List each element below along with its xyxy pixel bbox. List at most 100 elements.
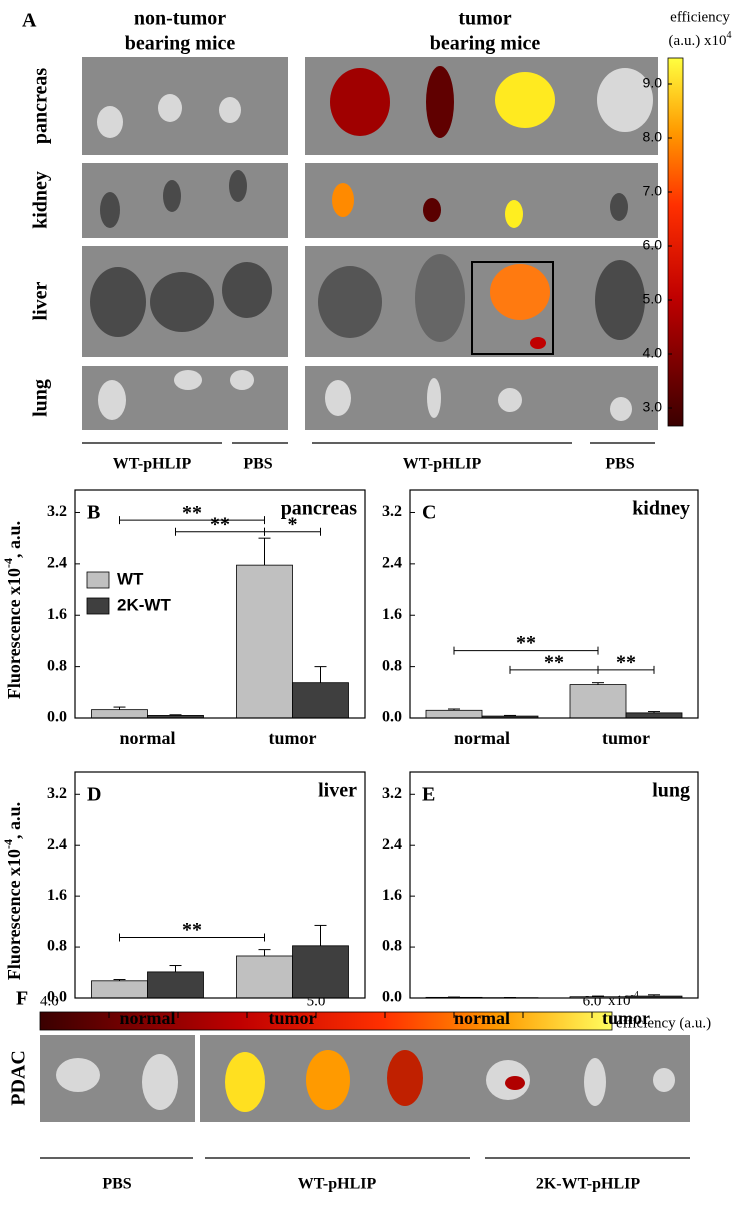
legend-label: 2K-WT (117, 595, 171, 614)
colorbar-title: efficiency (a.u.) (616, 1015, 711, 1031)
bar (236, 955, 293, 999)
panel-label: B (87, 502, 100, 524)
y-tick-label: 3.2 (382, 503, 402, 520)
group-label: PBS (243, 456, 272, 473)
y-tick-label: 2.4 (382, 555, 402, 572)
bar-chart: 0.0 0.8 1.6 2.4 3.2 normal tumor E lung (382, 771, 699, 1028)
y-tick-label: 3.2 (47, 503, 67, 520)
bar-chart: 0.0 0.8 1.6 2.4 3.2 normal tumor D liver Fluoresc… (1, 771, 366, 1028)
bar-chart: 0.0 0.8 1.6 2.4 3.2 normal tumor B pancreas Fluor… (1, 489, 366, 748)
y-tick-label: 2.4 (47, 836, 67, 853)
group-label: WT-pHLIP (403, 456, 482, 473)
y-tick-label: 0.0 (382, 709, 402, 726)
colorbar-exponent: 4 (726, 30, 731, 41)
panel-label: F (16, 988, 28, 1010)
bar (292, 682, 349, 719)
colorbar-title: efficiency (670, 9, 730, 25)
heading: bearing mice (125, 33, 236, 55)
organ-images (82, 57, 658, 430)
legend-swatch (86, 571, 110, 589)
colorbar-tick-label: 4.0 (643, 345, 663, 361)
group-label: PBS (605, 456, 634, 473)
plot-frame (74, 489, 366, 719)
bar (625, 712, 683, 719)
y-axis-label: , a.u. (4, 521, 24, 558)
bar (147, 971, 204, 999)
panel-label: D (87, 784, 101, 806)
heading: non-tumor (134, 8, 226, 30)
y-axis-label: Fluorescence x10-4, a.u. (1, 802, 24, 980)
group-label: PBS (102, 1176, 131, 1193)
x-tick-label: normal (454, 728, 510, 748)
sig-label: ** (544, 651, 564, 673)
y-axis-label: Fluorescence x10 (4, 849, 24, 980)
y-tick-label: 0.8 (382, 657, 402, 674)
colorbar-tick-label: 9.0 (643, 75, 663, 91)
bar (236, 564, 293, 719)
y-tick-label: 1.6 (47, 606, 67, 623)
panel-label: C (422, 502, 436, 524)
y-tick-label: 0.8 (47, 938, 67, 955)
y-tick-label: 0.8 (47, 657, 67, 674)
y-tick-label: 1.6 (47, 887, 67, 904)
organ-label: lung (30, 379, 52, 417)
plot-frame (409, 771, 699, 999)
y-axis-label: -4 (1, 839, 15, 849)
colorbar-tick-label: 3.0 (643, 399, 663, 415)
panel-label: A (22, 10, 37, 32)
colorbar-unit: (a.u.) x104 (669, 30, 732, 49)
x-tick-label: tumor (602, 1008, 650, 1028)
heading: bearing mice (430, 33, 541, 55)
x-tick-label: tumor (269, 1008, 317, 1028)
colorbar-unit: (a.u.) x10 (669, 33, 727, 49)
sig-label: ** (182, 919, 202, 941)
y-axis-label: , a.u. (4, 802, 24, 839)
y-tick-label: 0.0 (47, 989, 67, 1006)
sig-label: ** (616, 651, 636, 673)
panel-label: E (422, 784, 435, 806)
y-tick-label: 3.2 (47, 785, 67, 802)
chart-title: liver (318, 780, 357, 802)
sig-label: ** (210, 513, 230, 535)
legend-swatch (86, 597, 110, 615)
x-tick-label: normal (120, 728, 176, 748)
y-tick-label: 0.0 (382, 989, 402, 1006)
bar (292, 945, 349, 999)
bar (91, 709, 148, 719)
bar (91, 980, 148, 999)
chart-title: pancreas (281, 498, 358, 520)
group-label: WT-pHLIP (113, 456, 192, 473)
legend-label: WT (117, 569, 144, 588)
colorbar-ticks: 9.0 8.0 7.0 6.0 5.0 4.0 3.0 (643, 75, 672, 415)
sample-label: PDAC (8, 1050, 30, 1106)
x-tick-label: tumor (269, 728, 317, 748)
organ-label: liver (30, 281, 52, 320)
bar (569, 684, 627, 719)
pdac-images (40, 1035, 690, 1122)
colorbar-tick-label: 6.0 (643, 237, 663, 253)
group-label: 2K-WT-pHLIP (536, 1176, 641, 1193)
y-tick-label: 2.4 (382, 836, 402, 853)
colorbar-tick-label: 4.0 (40, 993, 59, 1009)
y-tick-label: 0.0 (47, 709, 67, 726)
organ-label: pancreas (30, 68, 52, 145)
x-tick-label: normal (120, 1008, 176, 1028)
x-tick-label: tumor (602, 728, 650, 748)
y-axis-label: -4 (1, 558, 15, 568)
group-label: WT-pHLIP (298, 1176, 377, 1193)
y-tick-label: 1.6 (382, 887, 402, 904)
sig-label: * (288, 513, 298, 535)
sig-label: ** (182, 502, 202, 524)
colorbar (667, 57, 684, 427)
colorbar-tick-label: 5.0 (643, 291, 663, 307)
colorbar-tick-label: 8.0 (643, 129, 663, 145)
y-tick-label: 2.4 (47, 555, 67, 572)
organ-label: kidney (30, 171, 52, 229)
plot-frame (74, 771, 366, 999)
y-tick-label: 1.6 (382, 606, 402, 623)
heading: tumor (458, 8, 511, 30)
chart-title: kidney (632, 498, 690, 520)
sig-label: ** (516, 632, 536, 654)
y-tick-label: 0.8 (382, 938, 402, 955)
